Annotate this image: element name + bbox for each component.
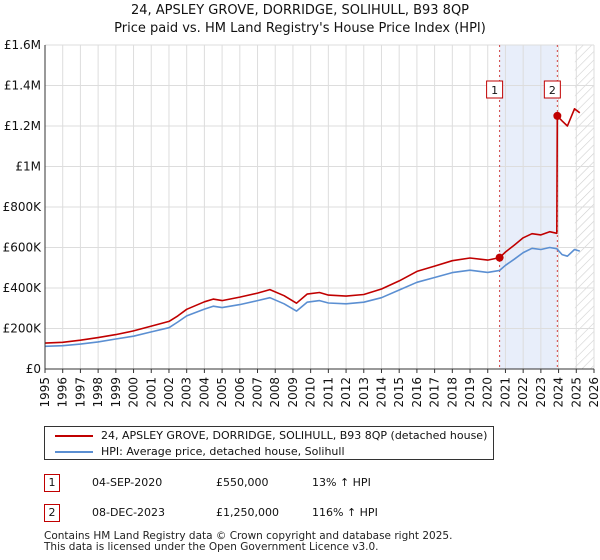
y-tick-label: £1.6M: [4, 38, 41, 52]
y-tick-label: £1.4M: [4, 79, 41, 93]
legend-item-price-paid: 24, APSLEY GROVE, DORRIDGE, SOLIHULL, B9…: [55, 428, 487, 444]
sale-hpi-change: 116% ↑ HPI: [312, 506, 378, 519]
legend: 24, APSLEY GROVE, DORRIDGE, SOLIHULL, B9…: [44, 426, 494, 460]
y-tick-label: £1.2M: [4, 119, 41, 133]
x-tick-label: 1997: [73, 377, 87, 408]
legend-item-hpi: HPI: Average price, detached house, Soli…: [55, 444, 345, 460]
sale-point: [553, 111, 562, 120]
legend-swatch-hpi: [55, 451, 93, 453]
price-chart: £0 £200K £400K £600K £800K £1M £1.2M £1.4M £1.6M…: [3, 38, 600, 408]
sale-date: 08-DEC-2023: [92, 506, 166, 519]
x-tick-label: 2003: [180, 377, 194, 408]
y-tick-label: £400K: [3, 281, 43, 295]
x-tick-label: 2009: [286, 377, 300, 408]
sales-table: 1 04-SEP-2020 £550,000 13% ↑ HPI 2 08-DE…: [44, 474, 564, 534]
x-tick-label: 2008: [268, 377, 282, 408]
x-tick-label: 2010: [304, 377, 318, 408]
x-tick-label: 2021: [498, 377, 512, 408]
x-tick-label: 2013: [357, 377, 371, 408]
series-line-price-paid: [44, 108, 581, 344]
title-line-1: 24, APSLEY GROVE, DORRIDGE, SOLIHULL, B9…: [130, 3, 470, 18]
y-tick-label: £800K: [3, 200, 43, 214]
sale-marker-label: 1: [491, 84, 498, 97]
x-tick-label: 2016: [410, 377, 424, 408]
sale-price: £550,000: [216, 476, 269, 489]
sale-row: 2 08-DEC-2023 £1,250,000 116% ↑ HPI: [44, 504, 564, 526]
title-line-2: Price paid vs. HM Land Registry's House …: [114, 21, 486, 36]
x-tick-label: 2024: [552, 377, 566, 408]
legend-label-price-paid: 24, APSLEY GROVE, DORRIDGE, SOLIHULL, B9…: [101, 429, 488, 442]
sale-marker-badge: [486, 80, 504, 99]
y-tick-label: £200K: [3, 322, 43, 336]
x-tick-label: 2004: [197, 377, 211, 408]
x-tick-label: 1998: [91, 377, 105, 408]
sale-marker-label: 2: [549, 84, 556, 97]
x-tick-label: 2022: [516, 377, 530, 408]
x-tick-label: 2007: [251, 377, 265, 408]
sale-badge: 2: [44, 504, 60, 522]
x-tick-label: 2001: [144, 377, 158, 408]
x-tick-label: 2011: [321, 377, 335, 408]
x-tick-label: 2014: [374, 377, 388, 408]
y-tick-label: £1M: [15, 160, 41, 174]
legend-swatch-price-paid: [55, 435, 93, 437]
sale-hpi-change: 13% ↑ HPI: [312, 476, 371, 489]
x-tick-label: 1999: [109, 377, 123, 408]
x-tick-label: 2020: [481, 377, 495, 408]
series-line-hpi: [44, 246, 581, 348]
x-tick-label: 2005: [215, 377, 229, 408]
x-tick-label: 2002: [162, 377, 176, 408]
x-tick-label: 2018: [445, 377, 459, 408]
sale-point: [495, 253, 504, 262]
sale-date: 04-SEP-2020: [92, 476, 163, 489]
footer-line-1: Contains HM Land Registry data © Crown c…: [44, 530, 453, 542]
x-tick-label: 2015: [392, 377, 406, 408]
sale-marker-badge: [543, 80, 561, 99]
x-tick-label: 2017: [428, 377, 442, 408]
sale-row: 1 04-SEP-2020 £550,000 13% ↑ HPI: [44, 474, 564, 496]
chart-title: 24, APSLEY GROVE, DORRIDGE, SOLIHULL, B9…: [0, 2, 600, 38]
x-tick-label: 2019: [463, 377, 477, 408]
x-tick-label: 2006: [233, 377, 247, 408]
x-tick-label: 2000: [127, 377, 141, 408]
x-tick-label: 1996: [56, 377, 70, 408]
x-tick-label: 1995: [38, 377, 52, 408]
sale-badge: 1: [44, 474, 60, 492]
legend-label-hpi: HPI: Average price, detached house, Soli…: [101, 445, 345, 458]
y-tick-label: £600K: [3, 241, 43, 255]
footer-attribution: Contains HM Land Registry data © Crown c…: [44, 531, 584, 553]
footer-line-2: This data is licensed under the Open Gov…: [44, 541, 379, 553]
x-tick-label: 2025: [569, 377, 583, 408]
sale-price: £1,250,000: [216, 506, 279, 519]
y-tick-label: £0: [26, 362, 41, 376]
x-tick-label: 2023: [534, 377, 548, 408]
x-tick-label: 2026: [587, 377, 600, 408]
x-tick-label: 2012: [339, 377, 353, 408]
